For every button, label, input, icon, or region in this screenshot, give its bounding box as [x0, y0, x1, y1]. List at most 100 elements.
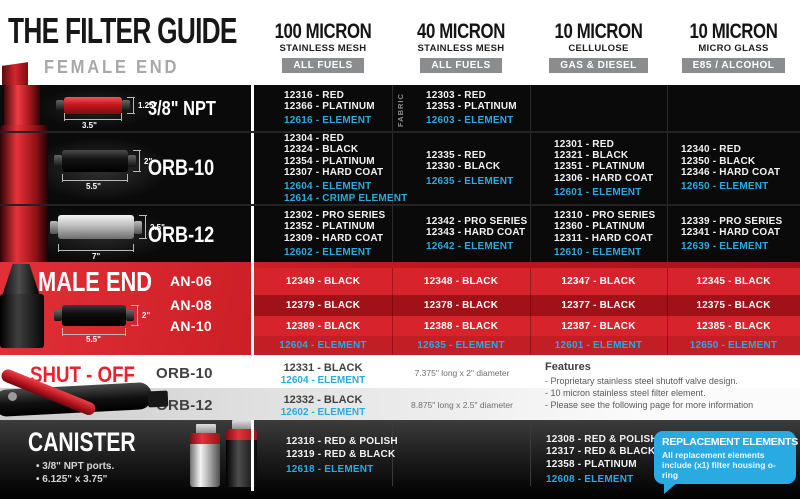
part-number: 12307 - HARD COAT [284, 167, 384, 178]
filter-fitting [50, 221, 58, 234]
part-number: 12308 - RED & POLISH [546, 433, 658, 445]
row-label-orb10: ORB-10 [148, 155, 215, 180]
part-cell: 12301 - RED 12321 - BLACK 12351 - PLATINUM… [530, 133, 667, 204]
part-number: 12353 - PLATINUM [426, 100, 517, 112]
part-number: 12346 - HARD COAT [681, 167, 781, 178]
part-number: 12340 - RED [681, 144, 742, 156]
part-number: 12306 - HARD COAT [554, 172, 654, 184]
part-number: 12318 - RED & POLISH [286, 436, 398, 448]
replacement-title: REPLACEMENT ELEMENTS [662, 436, 799, 448]
part-number: 12348 - BLACK [423, 276, 499, 287]
divider [530, 268, 531, 355]
part-cell: 12339 - PRO SERIES 12341 - HARD COAT 1263… [667, 206, 800, 262]
micron-label: 100 MICRON [274, 20, 372, 43]
divider [667, 85, 668, 262]
part-number: 12302 - PRO SERIES [284, 209, 386, 221]
element-number: 12650 - ELEMENT [681, 181, 769, 193]
element-number: 12604 - ELEMENT [284, 181, 372, 193]
element-number: 12642 - ELEMENT [426, 241, 514, 253]
port-label-orb12: ORB-12 [156, 397, 213, 414]
part-cell: 12308 - RED & POLISH 12317 - RED & BLACK 1… [530, 420, 667, 499]
element-number: 12602 - ELEMENT [284, 246, 372, 258]
filter-fitting [134, 221, 142, 234]
an-fitting-photo [2, 264, 40, 296]
dim-height-label: 2" [144, 157, 153, 166]
divider [667, 268, 668, 355]
part-number: 12321 - BLACK [554, 150, 629, 162]
elements-list: 12602 - ELEMENT [284, 247, 392, 258]
elements-list: 12635 - ELEMENT [426, 176, 530, 187]
part-number: 12331 - BLACK [283, 362, 363, 374]
parts-list: 12339 - PRO SERIES 12341 - HARD COAT [681, 216, 800, 239]
part-number: 12352 - PLATINUM [284, 221, 375, 233]
part-number: 12385 - BLACK [696, 320, 771, 332]
measure-line [64, 113, 122, 121]
element-number: 12610 - ELEMENT [554, 246, 642, 258]
elements-list: 12650 - ELEMENT [681, 181, 800, 192]
canister-cap [226, 429, 257, 440]
an10-label: AN-10 [170, 318, 212, 334]
features-title: Features [545, 361, 591, 373]
filter-fitting [56, 100, 64, 111]
element-number: 12601 - ELEMENT [554, 186, 642, 198]
measure-line [139, 215, 147, 239]
divider [392, 268, 393, 355]
divider [530, 424, 531, 486]
parts-list: 12303 - RED 12353 - PLATINUM [426, 90, 530, 113]
part-cell: 12318 - RED & POLISH 12319 - RED & BLACK … [254, 420, 398, 492]
part-number: 12375 - BLACK [696, 300, 771, 311]
measure-line [133, 150, 141, 172]
dim-height-label: 2" [142, 311, 151, 320]
part-number: 12324 - BLACK [284, 144, 359, 156]
dim-width-label: 3.5" [82, 121, 97, 130]
part-number: 12347 - BLACK [561, 276, 636, 287]
element-number: 12601 - ELEMENT [554, 340, 643, 351]
element-number: 12650 - ELEMENT [689, 340, 778, 351]
port-label-orb10: ORB-10 [156, 365, 213, 382]
fuel-badge: E85 / ALCOHOL [681, 58, 786, 73]
features-list: - Proprietary stainless steel shutoff va… [545, 375, 753, 411]
part-number: 12304 - RED [284, 133, 345, 145]
an08-label: AN-08 [170, 297, 212, 313]
parts-list: 12342 - PRO SERIES 12343 - HARD COAT [426, 216, 530, 239]
part-number: 12351 - PLATINUM [554, 161, 645, 173]
part-number: 12316 - RED [284, 89, 345, 101]
part-number: 12388 - BLACK [423, 320, 499, 332]
media-label: MICRO GLASS [698, 43, 769, 54]
elements-list: 12608 - ELEMENT [546, 474, 667, 485]
parts-list: 12302 - PRO SERIES 12352 - PLATINUM 12309 … [284, 210, 392, 244]
part-number: 12379 - BLACK [285, 300, 361, 311]
an08-row: 12379 - BLACK 12378 - BLACK 12377 - BLAC… [254, 295, 800, 316]
element-number: 12608 - ELEMENT [546, 474, 634, 486]
element-number: 12635 - ELEMENT [417, 340, 505, 351]
orb10-filter-image [62, 150, 128, 172]
measure-line [58, 244, 134, 252]
part-number: 12350 - BLACK [681, 155, 756, 167]
part-number: 12366 - PLATINUM [284, 100, 375, 112]
part-cell: 12342 - PRO SERIES 12343 - HARD COAT 1264… [392, 206, 530, 262]
part-number: 12339 - PRO SERIES [681, 215, 783, 227]
filter-fitting [126, 310, 134, 321]
element-number: 12616 - ELEMENT [284, 115, 372, 127]
row-label-orb12: ORB-12 [148, 222, 215, 247]
column-header-10-micron-microglass: 10 MICRON MICRO GLASS E85 / ALCOHOL [667, 21, 800, 73]
canister-title: CANISTER [28, 427, 136, 457]
dim-height-label: 1.25" [138, 101, 158, 110]
parts-list: 12308 - RED & POLISH 12317 - RED & BLACK 1… [546, 434, 667, 472]
male-filter-image [62, 305, 126, 326]
divider [530, 85, 531, 262]
part-number: 12303 - RED [426, 89, 487, 101]
media-label: CELLULOSE [568, 43, 629, 54]
an06-label: AN-06 [170, 273, 212, 289]
element-row: 12604 - ELEMENT 12635 - ELEMENT 12601 - … [254, 336, 800, 355]
element-number: 12639 - ELEMENT [681, 241, 769, 253]
part-number: 12349 - BLACK [285, 276, 361, 287]
parts-list: 12310 - PRO SERIES 12360 - PLATINUM 12311 … [554, 210, 667, 244]
part-number: 12311 - HARD COAT [554, 232, 653, 244]
micron-label: 10 MICRON [554, 20, 643, 43]
element-number: 12604 - ELEMENT [280, 375, 366, 386]
divider [0, 204, 800, 206]
divider [251, 85, 254, 262]
element-number: 12602 - ELEMENT [280, 407, 366, 418]
